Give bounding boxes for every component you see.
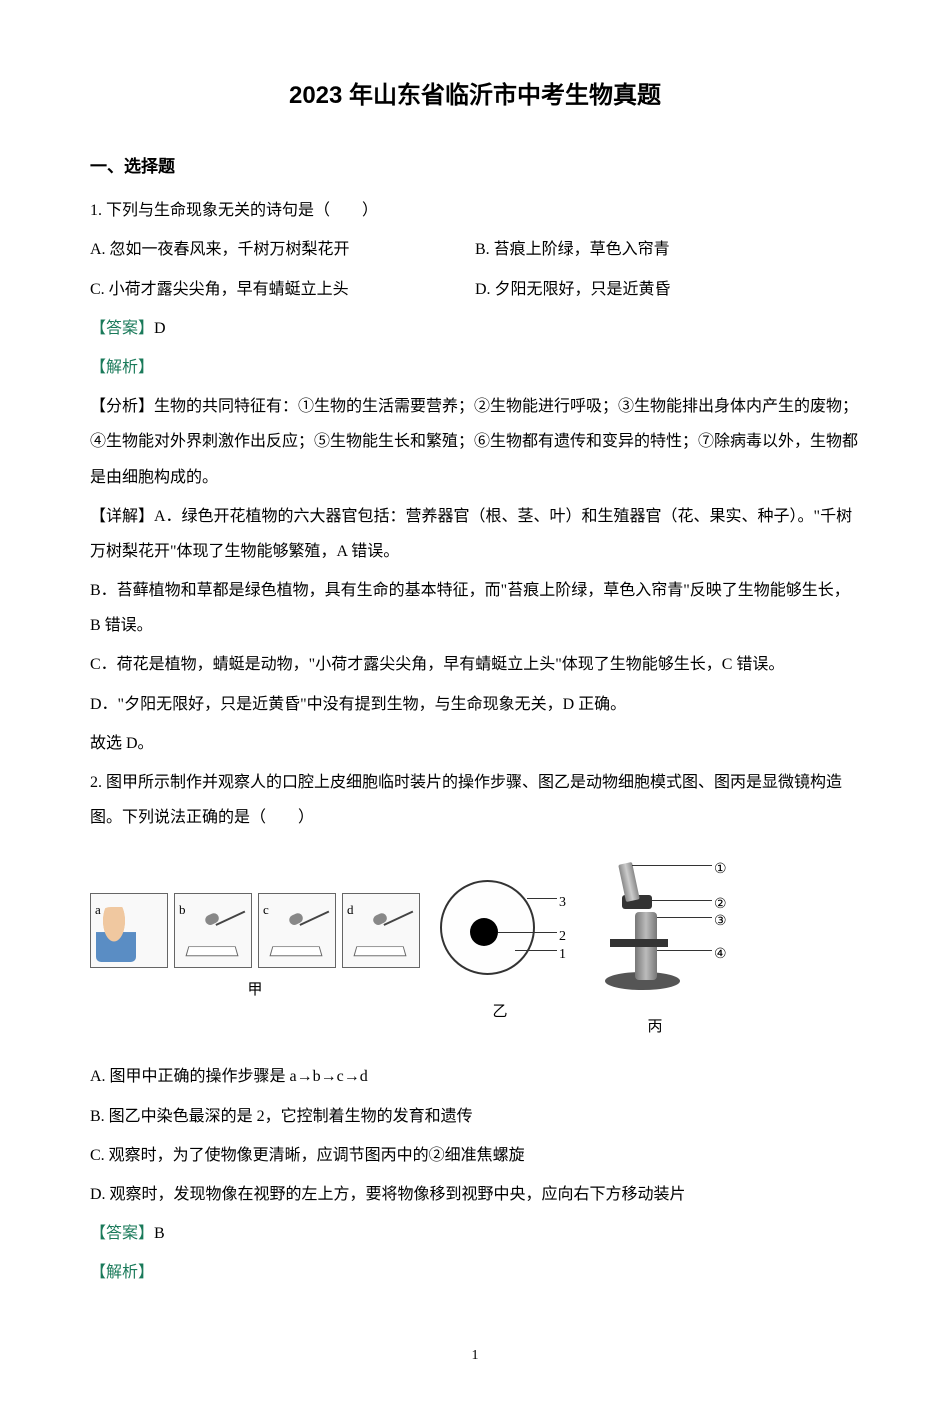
q1-option-a: A. 忽如一夜春风来，千树万树梨花开 xyxy=(90,232,475,267)
q1-detail-c: C．荷花是植物，蜻蜓是动物，"小荷才露尖尖角，早有蜻蜓立上头"体现了生物能够生长… xyxy=(90,647,860,682)
page-number: 1 xyxy=(90,1341,860,1372)
q2-stem: 2. 图甲所示制作并观察人的口腔上皮细胞临时装片的操作步骤、图乙是动物细胞模式图… xyxy=(90,765,860,835)
panel-b: b xyxy=(174,893,252,968)
panel-d: d xyxy=(342,893,420,968)
panel-group: a b c d xyxy=(90,893,420,968)
q1-fenxi: 【分析】生物的共同特征有：①生物的生活需要营养；②生物能进行呼吸；③生物能排出身… xyxy=(90,389,860,495)
microscope-stage xyxy=(610,939,668,947)
figure-jia-group: a b c d 甲 xyxy=(90,893,420,1007)
ms-line-3 xyxy=(657,917,712,918)
q1-options-row1: A. 忽如一夜春风来，千树万树梨花开 B. 苔痕上阶绿，草色入帘青 xyxy=(90,232,860,267)
q1-answer: 【答案】D xyxy=(90,311,860,346)
q1-detail-a: 【详解】A．绿色开花植物的六大器官包括：营养器官（根、茎、叶）和生殖器官（花、果… xyxy=(90,499,860,569)
answer-value: D xyxy=(154,320,166,337)
caption-jia: 甲 xyxy=(90,974,420,1007)
answer-label: 【答案】 xyxy=(90,320,154,337)
label-1: 1 xyxy=(559,940,566,971)
hand-tool-icon xyxy=(293,896,330,926)
slide-icon xyxy=(185,946,238,956)
q1-option-d: D. 夕阳无限好，只是近黄昏 xyxy=(475,272,860,307)
answer-label: 【答案】 xyxy=(90,1225,154,1242)
document-title: 2023 年山东省临沂市中考生物真题 xyxy=(90,70,860,123)
panel-d-label: d xyxy=(347,896,354,925)
q1-analysis-label: 【解析】 xyxy=(90,350,860,385)
label-line-1 xyxy=(515,950,557,951)
q2-analysis-label: 【解析】 xyxy=(90,1255,860,1290)
ms-line-2 xyxy=(652,900,712,901)
section-header: 一、选择题 xyxy=(90,148,860,185)
ms-label-3: ③ xyxy=(714,907,727,938)
q2-option-b: B. 图乙中染色最深的是 2，它控制着生物的发育和遗传 xyxy=(90,1099,860,1134)
q2-answer: 【答案】B xyxy=(90,1216,860,1251)
q1-options-row2: C. 小荷才露尖尖角，早有蜻蜓立上头 D. 夕阳无限好，只是近黄昏 xyxy=(90,272,860,307)
label-line-3 xyxy=(527,898,557,899)
slide-icon xyxy=(353,946,406,956)
ms-line-4 xyxy=(657,950,712,951)
microscope: ① ② ③ ④ xyxy=(580,855,730,1005)
ms-label-1: ① xyxy=(714,855,727,886)
hand-tool-icon xyxy=(209,896,246,926)
q1-detail-d: D．"夕阳无限好，只是近黄昏"中没有提到生物，与生命现象无关，D 正确。 xyxy=(90,687,860,722)
analysis-label: 【解析】 xyxy=(90,359,154,376)
panel-a: a xyxy=(90,893,168,968)
caption-yi: 乙 xyxy=(435,996,565,1029)
label-line-2 xyxy=(498,932,557,933)
q2-option-d: D. 观察时，发现物像在视野的左上方，要将物像移到视野中央，应向右下方移动装片 xyxy=(90,1177,860,1212)
label-3: 3 xyxy=(559,888,566,919)
caption-bing: 丙 xyxy=(580,1011,730,1044)
hand-tool-icon xyxy=(377,896,414,926)
q2-figure: a b c d 甲 3 xyxy=(90,855,860,1044)
q1-stem: 1. 下列与生命现象无关的诗句是（ ） xyxy=(90,193,860,228)
person-icon xyxy=(96,907,136,962)
answer-value: B xyxy=(154,1225,165,1242)
panel-b-label: b xyxy=(179,896,186,925)
panel-c: c xyxy=(258,893,336,968)
q2-option-c: C. 观察时，为了使物像更清晰，应调节图丙中的②细准焦螺旋 xyxy=(90,1138,860,1173)
cell-diagram: 3 2 1 xyxy=(435,870,565,990)
analysis-label: 【解析】 xyxy=(90,1264,154,1281)
q1-detail-b: B．苔藓植物和草都是绿色植物，具有生命的基本特征，而"苔痕上阶绿，草色入帘青"反… xyxy=(90,573,860,643)
ms-label-4: ④ xyxy=(714,940,727,971)
q2-option-a: A. 图甲中正确的操作步骤是 a→b→c→d xyxy=(90,1059,860,1094)
panel-c-label: c xyxy=(263,896,269,925)
figure-bing-group: ① ② ③ ④ 丙 xyxy=(580,855,730,1044)
figure-yi-group: 3 2 1 乙 xyxy=(435,870,565,1029)
q1-option-c: C. 小荷才露尖尖角，早有蜻蜓立上头 xyxy=(90,272,475,307)
ms-line-1 xyxy=(632,865,712,866)
q1-option-b: B. 苔痕上阶绿，草色入帘青 xyxy=(475,232,860,267)
slide-icon xyxy=(269,946,322,956)
q1-guxuan: 故选 D。 xyxy=(90,726,860,761)
